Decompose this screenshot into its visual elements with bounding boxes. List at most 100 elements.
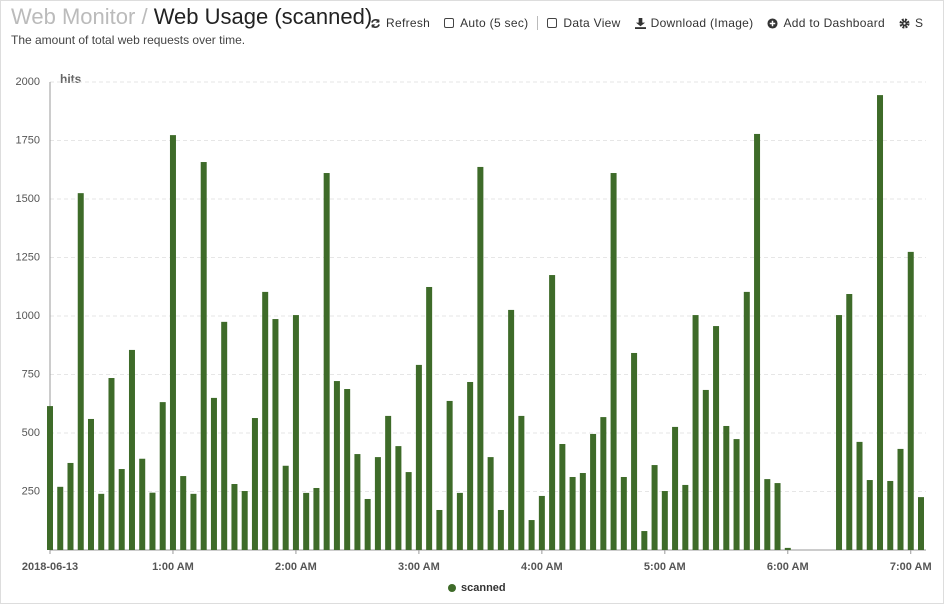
- bar: [87, 418, 94, 550]
- bar: [579, 473, 586, 550]
- bar: [405, 472, 412, 550]
- bar: [210, 397, 217, 550]
- bar: [415, 364, 422, 550]
- gear-icon: [899, 17, 910, 29]
- bar: [354, 454, 361, 550]
- bar: [200, 162, 207, 550]
- refresh-label: Refresh: [386, 16, 431, 30]
- subtitle: The amount of total web requests over ti…: [11, 33, 246, 47]
- settings-label: S: [915, 16, 924, 30]
- bar: [672, 426, 679, 550]
- bar: [620, 476, 627, 550]
- x-tick-label: 2:00 AM: [275, 561, 317, 573]
- y-axis-label: hits: [60, 72, 82, 86]
- bar: [631, 352, 638, 550]
- checkbox: [547, 17, 558, 28]
- x-tick-label: 6:00 AM: [767, 561, 809, 573]
- x-tick-label: 7:00 AM: [890, 561, 932, 573]
- bar: [528, 520, 535, 550]
- bar: [436, 509, 443, 550]
- data-view-toggle[interactable]: Data View: [547, 16, 620, 30]
- bar: [743, 291, 750, 550]
- bar: [395, 446, 402, 550]
- bar: [549, 275, 556, 550]
- bar: [108, 378, 115, 550]
- bar: [702, 389, 709, 550]
- bar: [918, 497, 924, 550]
- x-tick-label: 1:00 AM: [152, 561, 194, 573]
- bar: [764, 479, 771, 550]
- bar: [180, 476, 187, 550]
- bar: [344, 389, 351, 550]
- bar: [866, 480, 873, 550]
- bar: [77, 193, 84, 550]
- bar: [610, 173, 617, 550]
- bar: [538, 495, 545, 550]
- bar: [292, 315, 299, 550]
- bar: [651, 465, 658, 550]
- bar: [600, 417, 607, 550]
- y-tick-label: 250: [22, 485, 40, 497]
- bar: [149, 492, 156, 550]
- bar: [774, 483, 781, 550]
- bar: [682, 484, 689, 550]
- auto-toggle[interactable]: Auto (5 sec): [444, 16, 528, 30]
- x-tick-label: 2018-06-13: [22, 561, 78, 573]
- y-tick-label: 1250: [16, 251, 40, 263]
- bar: [374, 457, 381, 550]
- bar: [856, 441, 863, 550]
- bar: [836, 315, 843, 550]
- bar: [303, 492, 310, 550]
- bar: [508, 309, 515, 550]
- bar: [887, 480, 894, 550]
- toolbar-separator: [537, 16, 539, 30]
- header: Web Monitor / Web Usage (scanned): [11, 4, 372, 30]
- bar: [907, 251, 914, 550]
- y-tick-label: 500: [22, 427, 40, 439]
- separator: /: [141, 4, 148, 29]
- x-tick-label: 5:00 AM: [644, 561, 686, 573]
- bar: [221, 321, 228, 550]
- bar: [323, 173, 330, 550]
- y-tick-label: 2000: [16, 76, 40, 88]
- data-view-label: Data View: [563, 16, 621, 30]
- bar: [846, 294, 853, 550]
- bar: [477, 166, 484, 550]
- bar: [446, 400, 453, 550]
- bar: [169, 135, 176, 551]
- bar: [456, 492, 463, 550]
- breadcrumb[interactable]: Web Monitor: [11, 4, 136, 29]
- bar: [467, 381, 474, 550]
- bar: [282, 465, 289, 550]
- y-tick-label: 1500: [16, 193, 40, 205]
- download-icon: [634, 17, 646, 29]
- refresh-button[interactable]: Refresh: [370, 16, 430, 30]
- add-dashboard-label: Add to Dashboard: [783, 16, 886, 30]
- bar: [98, 493, 105, 550]
- bar: [754, 133, 761, 550]
- add-dashboard-button[interactable]: Add to Dashboard: [767, 16, 885, 30]
- title: Web Usage (scanned): [153, 4, 373, 29]
- bar: [241, 491, 248, 550]
- checkbox: [444, 17, 455, 28]
- bar: [590, 433, 597, 550]
- bar: [641, 531, 648, 550]
- bar: [713, 326, 720, 550]
- bar: [118, 469, 125, 550]
- download-button[interactable]: Download (Image): [634, 16, 754, 30]
- bar: [190, 493, 197, 550]
- toolbar: Refresh Auto (5 sec) Data View Download …: [370, 16, 937, 30]
- bar: [661, 491, 668, 550]
- y-tick-label: 1000: [16, 310, 40, 322]
- auto-label: Auto (5 sec): [460, 16, 529, 30]
- bar: [723, 425, 730, 550]
- settings-button[interactable]: S: [899, 16, 923, 30]
- bar: [364, 498, 371, 550]
- bar: [559, 443, 566, 550]
- plus-icon: [767, 17, 779, 29]
- bar: [67, 462, 74, 550]
- bar: [251, 418, 258, 550]
- bar: [385, 415, 392, 550]
